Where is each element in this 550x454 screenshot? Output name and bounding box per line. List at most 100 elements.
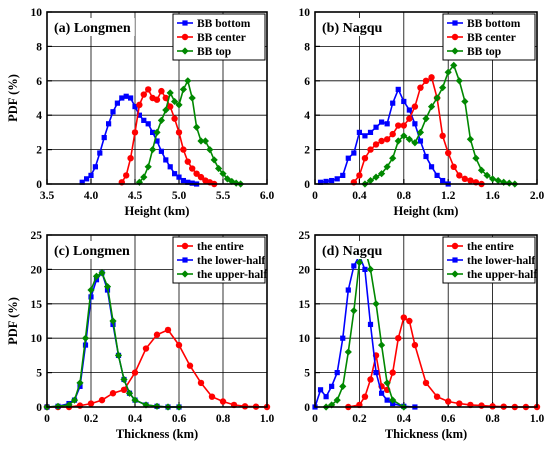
data-point (179, 85, 187, 93)
data-point (132, 104, 138, 110)
data-point (340, 172, 346, 178)
x-tick-label: 6.0 (260, 190, 275, 202)
data-point (411, 139, 419, 147)
legend-marker (181, 47, 189, 55)
data-point (154, 138, 160, 144)
data-point (184, 158, 191, 165)
data-point (400, 132, 408, 140)
plot-frame (314, 234, 538, 408)
panel-title-background (50, 241, 135, 259)
y-axis-title: PDF (%) (6, 297, 20, 345)
data-point (125, 389, 134, 397)
data-point (445, 149, 452, 157)
data-point (400, 122, 407, 129)
legend: BB bottom BB center BB top (172, 13, 266, 61)
y-tick-label: 10 (299, 7, 311, 19)
data-point (215, 164, 223, 173)
data-point (144, 163, 152, 171)
data-point (461, 97, 469, 106)
data-point (339, 382, 347, 390)
legend-marker (181, 33, 189, 41)
data-point (175, 341, 183, 349)
data-point (373, 124, 379, 130)
y-tick-label: 20 (31, 264, 43, 276)
data-point (345, 287, 351, 293)
y-tick-label: 8 (36, 41, 42, 53)
series-bb-bottom (79, 93, 200, 187)
data-point (379, 119, 385, 125)
data-point (163, 157, 169, 163)
data-point (193, 170, 200, 177)
data-point (416, 128, 425, 136)
data-point (389, 396, 397, 404)
data-point (82, 342, 89, 348)
data-point (109, 390, 117, 397)
data-point (411, 103, 419, 110)
data-point (103, 283, 112, 291)
data-point (390, 100, 396, 106)
data-point (367, 321, 374, 328)
plot-frame (314, 11, 538, 185)
data-point (455, 77, 463, 85)
y-tick-label: 0 (304, 179, 310, 191)
data-point (505, 179, 513, 187)
data-point (440, 177, 446, 184)
data-point (142, 345, 150, 352)
data-point (157, 116, 165, 124)
x-tick-label: 1.6 (485, 190, 500, 202)
data-point (405, 135, 413, 143)
panel-2: 0 0.4 0.8 1.2 1.6 2.0 0 2 4 6 8 10 (b) Nagqu BB botto… (299, 7, 545, 218)
data-point (366, 265, 375, 273)
data-point (372, 173, 380, 181)
data-point (333, 396, 341, 404)
data-point (367, 146, 374, 153)
data-point (120, 375, 128, 384)
data-point (219, 170, 227, 178)
data-point (350, 307, 358, 315)
y-tick-label: 20 (299, 264, 311, 276)
x-tick-label: 0.6 (172, 413, 187, 425)
data-point (395, 86, 401, 92)
data-point (494, 176, 502, 185)
panels: 3.5 4.0 4.5 5.0 5.5 6.0 0 2 4 6 8 10 (a) Longmen BB b… (6, 7, 544, 441)
data-point (395, 335, 402, 342)
x-axis-title: Thickness (km) (116, 427, 198, 441)
legend-label: BB center (467, 32, 516, 44)
x-tick-label: 0.2 (84, 413, 99, 425)
data-point (356, 172, 363, 179)
data-point (362, 266, 368, 272)
x-tick-label: 4.0 (84, 190, 99, 202)
series-line (46, 271, 179, 408)
data-point (456, 172, 463, 179)
data-point (136, 112, 142, 118)
y-tick-label: 2 (36, 145, 42, 157)
data-point (120, 386, 128, 393)
series-the-lower-half (312, 253, 418, 410)
data-point (356, 129, 362, 135)
x-tick-label: 0.4 (397, 413, 412, 425)
x-tick-label: 0.4 (352, 190, 367, 202)
data-point (489, 175, 497, 183)
panel-title: (a) Longmen (54, 21, 131, 36)
data-point (188, 94, 196, 102)
data-point (378, 341, 386, 349)
data-point (131, 396, 139, 404)
data-point (384, 121, 390, 127)
data-point (428, 74, 435, 81)
data-point (461, 175, 469, 183)
data-point (171, 115, 178, 122)
panel-4: 0 0.2 0.4 0.6 0.8 1.0 0 5 10 15 20 25 (d) Nagqu the e… (299, 230, 545, 441)
data-point (344, 348, 352, 356)
panel-1: 3.5 4.0 4.5 5.0 5.5 6.0 0 2 4 6 8 10 (a) Longmen BB b… (6, 7, 274, 218)
data-point (153, 96, 161, 103)
data-point (423, 153, 429, 160)
x-tick-label: 0.2 (352, 413, 367, 425)
data-point (79, 179, 85, 185)
data-point (328, 401, 336, 409)
data-point (189, 165, 196, 172)
data-point (384, 397, 390, 403)
legend-label: BB bottom (467, 18, 521, 30)
data-point (450, 163, 457, 170)
y-tick-label: 15 (31, 299, 43, 311)
data-point (379, 390, 385, 396)
